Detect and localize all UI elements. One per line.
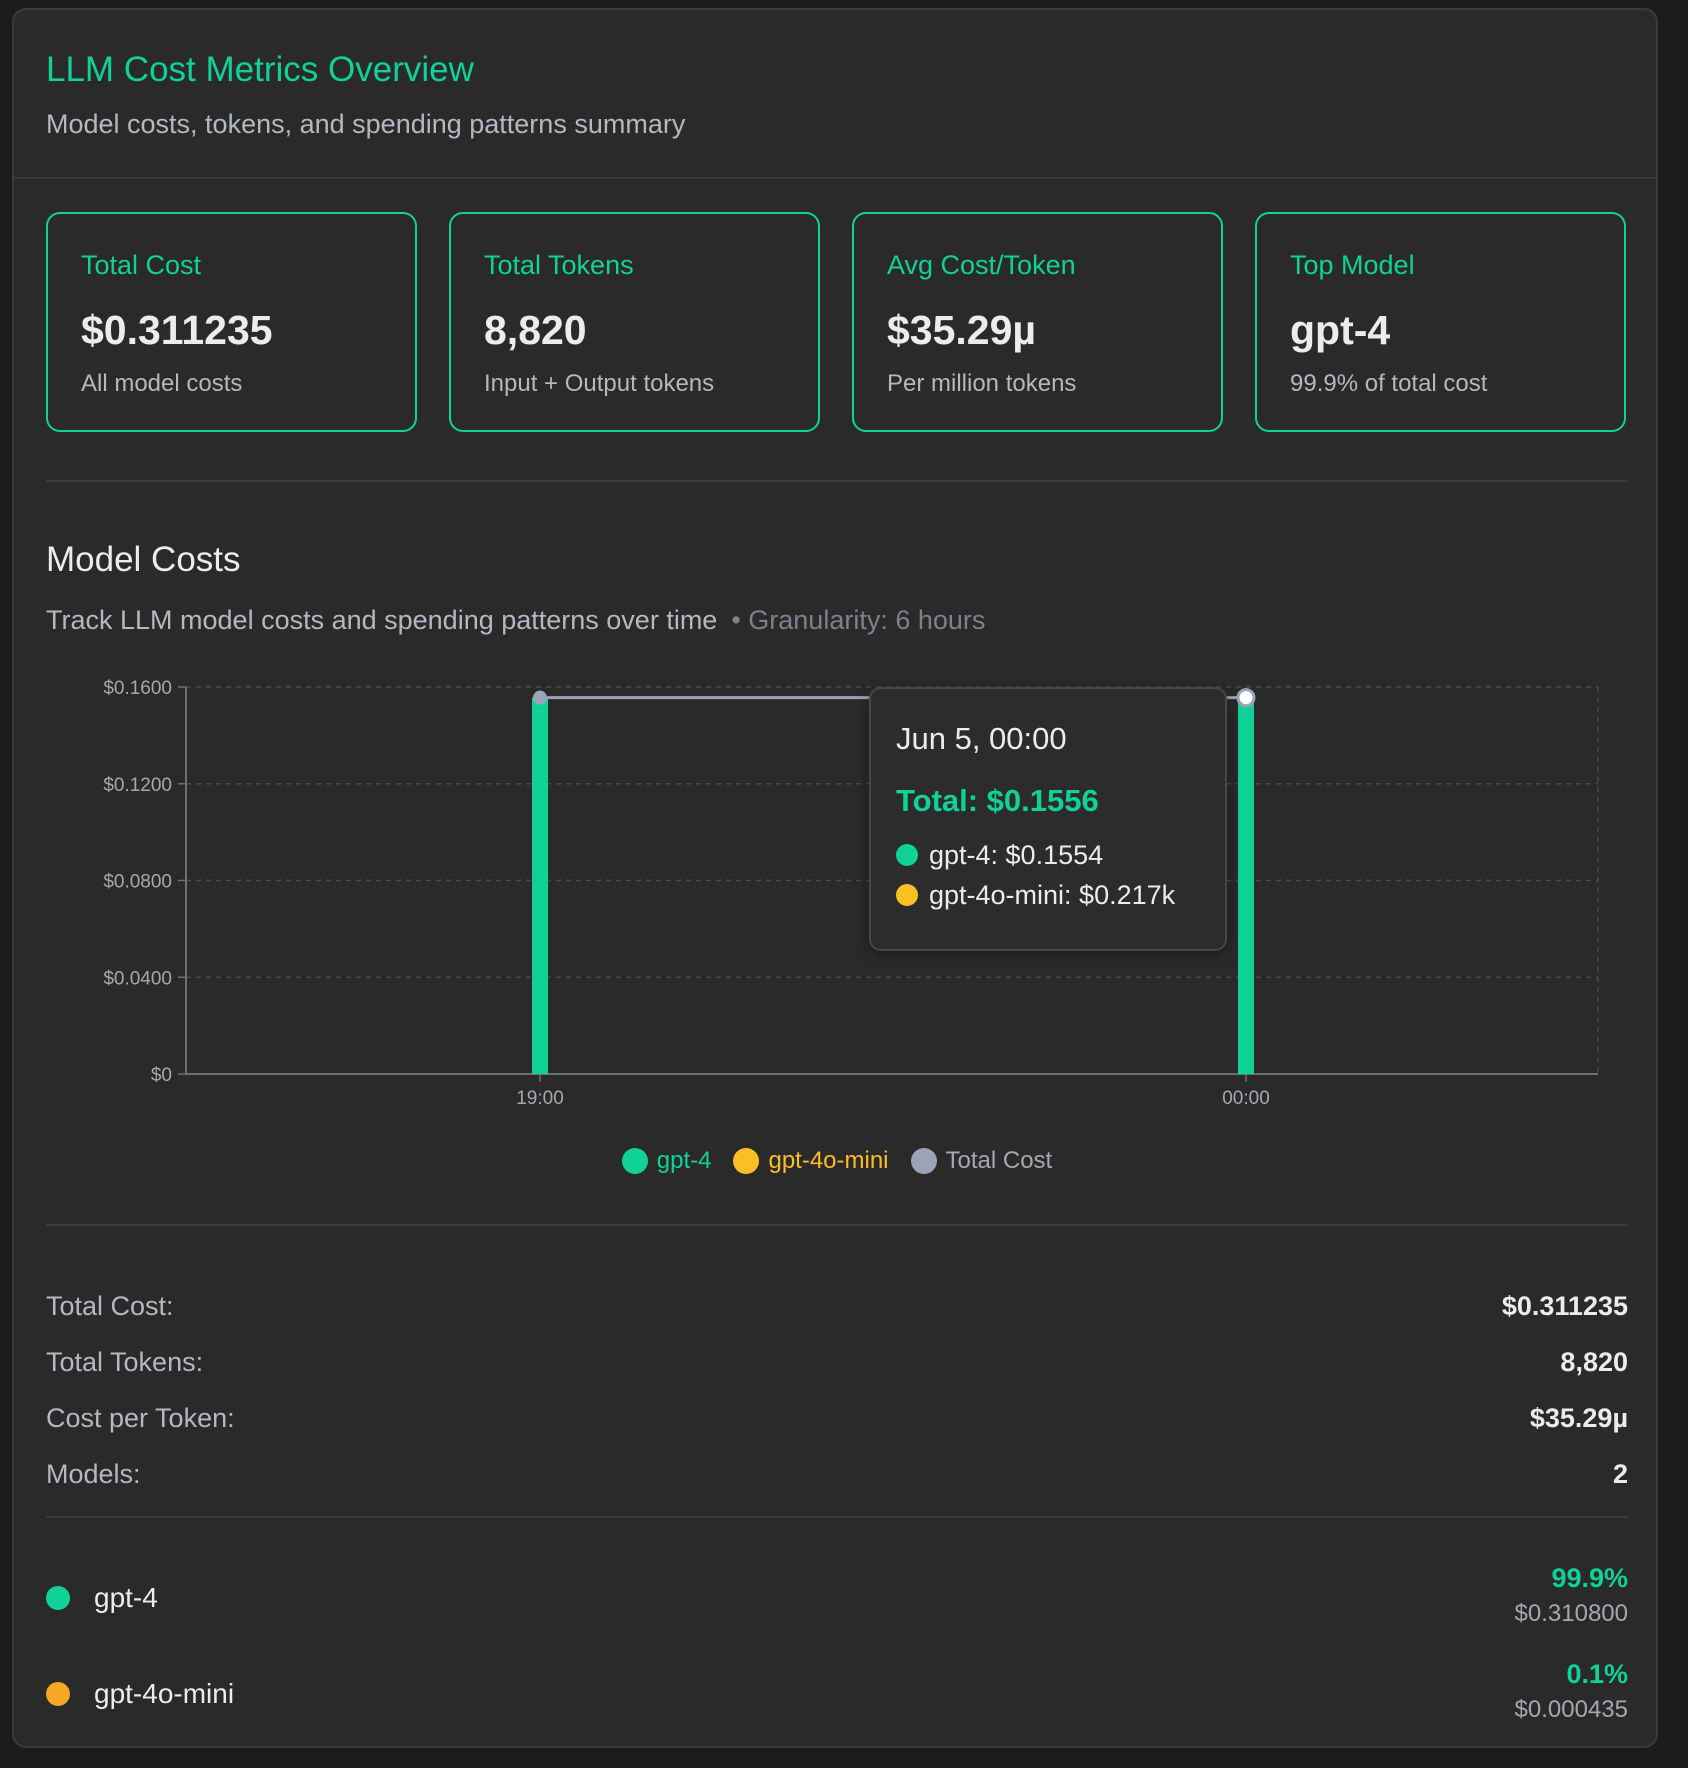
stat-value: $35.29µ — [1529, 1403, 1628, 1433]
stat-label: Cost per Token: — [46, 1403, 235, 1433]
total-cost-point[interactable] — [533, 690, 547, 705]
stat-total-cost: Total Cost: $0.311235 — [46, 1286, 1628, 1342]
summary-stats: Total Cost: $0.311235 Total Tokens: 8,82… — [46, 1286, 1628, 1510]
model-color-dot — [46, 1682, 70, 1706]
card-avg-cost-token: Avg Cost/Token $35.29µ Per million token… — [852, 212, 1223, 432]
section-title: Model Costs — [46, 540, 241, 579]
card-value: $35.29µ — [887, 307, 1037, 353]
page-subtitle: Model costs, tokens, and spending patter… — [46, 109, 686, 139]
legend-item-total-cost[interactable]: Total Cost — [910, 1145, 1053, 1177]
models-divider — [46, 1516, 1628, 1518]
card-total-tokens: Total Tokens 8,820 Input + Output tokens — [449, 212, 820, 432]
card-total-cost: Total Cost $0.311235 All model costs — [46, 212, 417, 432]
gpt-4-legend-dot — [621, 1148, 648, 1174]
section-description: Track LLM model costs and spending patte… — [46, 605, 718, 635]
card-caption: All model costs — [81, 370, 243, 397]
model-breakdown: gpt-4 99.9% $0.310800 gpt-4o-mini 0.1% $… — [46, 1560, 1628, 1752]
card-value: gpt-4 — [1290, 307, 1391, 353]
bar-gpt-4-19:00[interactable] — [532, 698, 548, 1074]
section-subtitle: Track LLM model costs and spending patte… — [46, 602, 985, 638]
legend-label: gpt-4o-mini — [768, 1147, 889, 1174]
card-value: $0.311235 — [81, 307, 273, 353]
tooltip-total: Total: $0.1556 — [896, 783, 1099, 818]
card-label: Avg Cost/Token — [887, 250, 1076, 280]
stat-label: Total Tokens: — [46, 1347, 204, 1377]
bar-gpt-4-00:00[interactable] — [1238, 698, 1254, 1074]
y-tick-label: $0.1200 — [103, 775, 172, 796]
model-color-dot — [46, 1586, 70, 1610]
legend-label: gpt-4 — [656, 1147, 712, 1174]
legend-item-gpt-4o-mini[interactable]: gpt-4o-mini — [733, 1145, 889, 1177]
y-tick-label: $0.0400 — [103, 968, 172, 989]
model-row-gpt-4o-mini: gpt-4o-mini 0.1% $0.000435 — [46, 1656, 1628, 1752]
stat-models: Models: 2 — [46, 1454, 1628, 1510]
gpt-4-color-dot — [896, 844, 918, 866]
model-name: gpt-4o-mini — [94, 1678, 235, 1709]
stat-total-tokens: Total Tokens: 8,820 — [46, 1342, 1628, 1398]
model-cost: $0.000435 — [1514, 1696, 1628, 1723]
model-percentage: 99.9% — [1551, 1563, 1628, 1593]
stat-value: 2 — [1612, 1459, 1628, 1489]
tooltip-date: Jun 5, 00:00 — [896, 721, 1067, 756]
card-label: Total Tokens — [484, 250, 634, 280]
chart-tooltip: Jun 5, 00:00 Total: $0.1556 gpt-4: $0.15… — [869, 687, 1227, 951]
section-divider — [46, 480, 1628, 482]
model-name: gpt-4 — [94, 1582, 158, 1613]
x-tick-label: 00:00 — [1222, 1088, 1270, 1109]
tooltip-row-label: gpt-4o-mini: $0.217k — [929, 880, 1176, 910]
card-top-model: Top Model gpt-4 99.9% of total cost — [1255, 212, 1626, 432]
stat-label: Models: — [46, 1459, 141, 1489]
stat-value: $0.311235 — [1501, 1291, 1628, 1321]
y-tick-label: $0.0800 — [103, 872, 172, 893]
stat-label: Total Cost: — [46, 1291, 174, 1321]
gpt-4o-mini-color-dot — [896, 884, 918, 906]
legend-item-gpt-4[interactable]: gpt-4 — [621, 1145, 712, 1177]
y-tick-label: $0 — [151, 1065, 172, 1086]
card-caption: 99.9% of total cost — [1290, 370, 1488, 397]
total-cost-legend-dot — [910, 1148, 937, 1174]
model-row-gpt-4: gpt-4 99.9% $0.310800 — [46, 1560, 1628, 1656]
card-label: Total Cost — [81, 250, 202, 280]
tooltip-row-gpt-4o-mini: gpt-4o-mini: $0.217k — [896, 875, 1225, 915]
metrics-panel: LLM Cost Metrics Overview Model costs, t… — [12, 8, 1658, 1748]
metric-cards: Total Cost $0.311235 All model costs Tot… — [46, 212, 1628, 432]
granularity-label: • Granularity: 6 hours — [731, 605, 986, 635]
card-caption: Input + Output tokens — [484, 370, 715, 397]
tooltip-row-gpt-4: gpt-4: $0.1554 — [896, 835, 1225, 875]
legend-label: Total Cost — [945, 1147, 1053, 1174]
model-percentage: 0.1% — [1566, 1659, 1628, 1689]
chart-legend: gpt-4 gpt-4o-mini Total Cost — [14, 1145, 1660, 1177]
card-label: Top Model — [1290, 250, 1415, 280]
card-caption: Per million tokens — [887, 370, 1077, 397]
total-cost-point[interactable] — [1236, 688, 1256, 708]
y-tick-label: $0.1600 — [103, 678, 172, 699]
gpt-4o-mini-legend-dot — [733, 1148, 760, 1174]
panel-header: LLM Cost Metrics Overview Model costs, t… — [14, 10, 1656, 179]
model-costs-chart[interactable]: $0 $0.0400 $0.0800 $0.1200 $0.1600 19:00 00:00 — [14, 10, 1660, 1130]
stat-cost-per-token: Cost per Token: $35.29µ — [46, 1398, 1628, 1454]
stat-value: 8,820 — [1560, 1347, 1628, 1377]
card-value: 8,820 — [484, 307, 587, 353]
page-title: LLM Cost Metrics Overview — [46, 50, 474, 89]
tooltip-row-label: gpt-4: $0.1554 — [929, 840, 1104, 870]
stats-divider — [46, 1224, 1628, 1226]
x-tick-label: 19:00 — [516, 1088, 564, 1109]
model-cost: $0.310800 — [1514, 1600, 1628, 1627]
